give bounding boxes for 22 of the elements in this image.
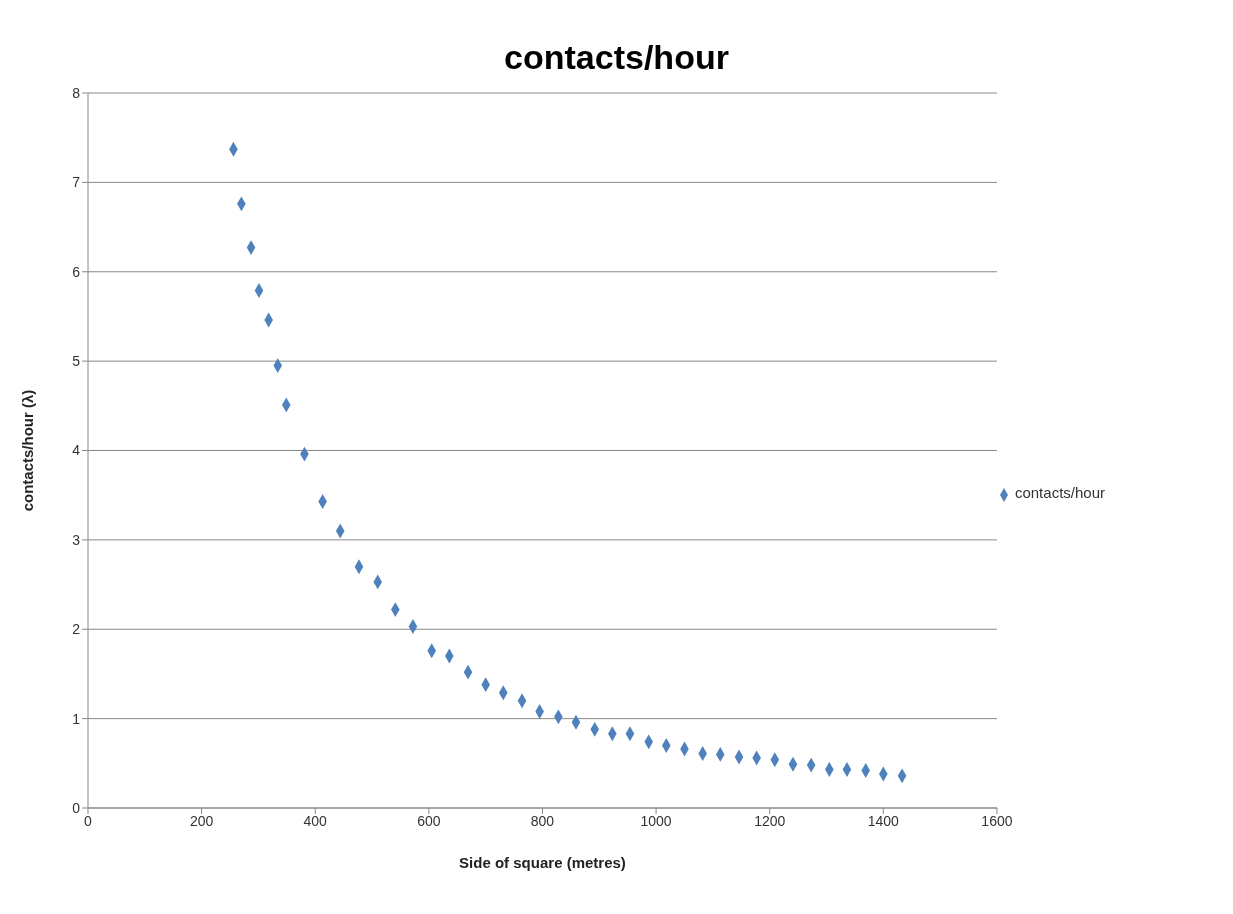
y-tick-label: 4 <box>72 442 81 459</box>
x-axis-title: Side of square (metres) <box>459 854 626 871</box>
y-tick-label: 0 <box>72 799 81 816</box>
y-tick-label: 3 <box>72 531 81 548</box>
x-tick-label: 1200 <box>754 812 786 829</box>
y-tick-label: 7 <box>72 174 81 191</box>
x-tick-label: 200 <box>189 812 214 829</box>
y-tick-label: 6 <box>72 263 81 280</box>
x-tick-label: 400 <box>303 812 328 829</box>
x-tick-label: 800 <box>530 812 555 829</box>
legend-label: contacts/hour <box>1014 484 1105 502</box>
x-tick-label: 1600 <box>981 812 1013 829</box>
x-tick-label: 0 <box>84 812 93 829</box>
chart-title: contacts/hour <box>504 38 729 76</box>
y-tick-label: 2 <box>72 621 81 638</box>
x-tick-label: 600 <box>417 812 441 829</box>
x-tick-label: 1000 <box>640 812 672 829</box>
x-tick-label: 1400 <box>867 812 900 829</box>
y-tick-label: 1 <box>72 710 81 727</box>
y-tick-label: 5 <box>72 353 81 370</box>
y-tick-label: 8 <box>72 84 81 101</box>
y-axis-title: contacts/hour (λ) <box>19 389 37 512</box>
